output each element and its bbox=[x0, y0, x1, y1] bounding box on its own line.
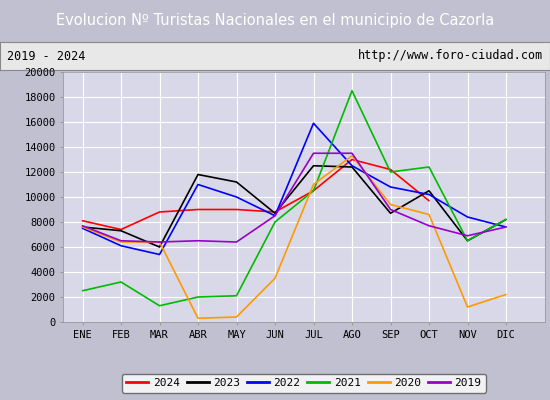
Text: http://www.foro-ciudad.com: http://www.foro-ciudad.com bbox=[358, 50, 543, 62]
Text: Evolucion Nº Turistas Nacionales en el municipio de Cazorla: Evolucion Nº Turistas Nacionales en el m… bbox=[56, 14, 494, 28]
Legend: 2024, 2023, 2022, 2021, 2020, 2019: 2024, 2023, 2022, 2021, 2020, 2019 bbox=[122, 374, 486, 393]
Text: 2019 - 2024: 2019 - 2024 bbox=[7, 50, 85, 62]
